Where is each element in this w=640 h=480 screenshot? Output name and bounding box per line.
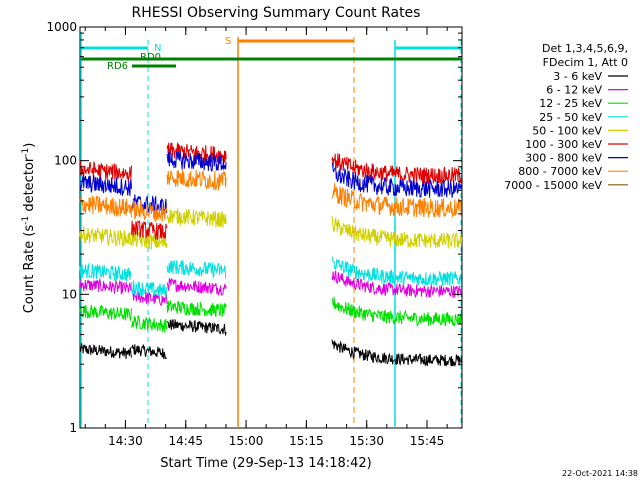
x-tick-label: 15:45 xyxy=(410,434,445,448)
series-line xyxy=(79,319,463,367)
x-tick-label: 15:15 xyxy=(289,434,324,448)
x-tick-label: 14:45 xyxy=(168,434,203,448)
legend-label: 7000 - 15000 keV xyxy=(504,179,602,192)
legend-label: 800 - 7000 keV xyxy=(518,165,602,178)
legend-label: 25 - 50 keV xyxy=(539,111,602,124)
series-layer xyxy=(79,142,463,367)
rd6-label: RD6 xyxy=(107,61,128,72)
axis-layer: 1 10 100 1000 14:30 14:45 15:00 15:15 15:30 15:45 xyxy=(46,20,462,448)
y-tick-label: 1000 xyxy=(46,20,77,34)
legend-label: 50 - 100 keV xyxy=(532,124,602,137)
y-tick-label: 1 xyxy=(69,421,77,435)
night-label: N xyxy=(154,43,161,54)
series-line xyxy=(79,169,462,223)
x-axis-label: Start Time (29-Sep-13 14:18:42) xyxy=(160,456,371,471)
plot-frame xyxy=(79,26,463,429)
y-tick-label: 10 xyxy=(62,287,77,301)
x-tick-label: 14:30 xyxy=(108,434,143,448)
y-axis-label: Count Rate (s-1 detector-1) xyxy=(21,143,37,314)
series-line xyxy=(79,296,463,333)
y-tick-label: 100 xyxy=(54,154,77,168)
series-line xyxy=(79,150,463,216)
saa-label: S xyxy=(225,36,231,47)
x-tick-label: 15:00 xyxy=(229,434,264,448)
legend-header-line-1: Det 1,3,4,5,6,9, xyxy=(542,42,628,55)
legend-label: 3 - 6 keV xyxy=(553,70,602,83)
legend-label: 100 - 300 keV xyxy=(525,138,602,151)
series-line xyxy=(79,270,463,306)
legend-label: 12 - 25 keV xyxy=(539,97,602,110)
chart-title: RHESSI Observing Summary Count Rates xyxy=(132,5,421,21)
x-tick-label: 15:30 xyxy=(349,434,384,448)
series-line xyxy=(79,208,463,250)
series-line xyxy=(79,142,463,240)
legend-label: 6 - 12 keV xyxy=(546,84,602,97)
legend: Det 1,3,4,5,6,9, FDecim 1, Att 0 3 - 6 k… xyxy=(504,42,628,192)
legend-label: 300 - 800 keV xyxy=(525,152,602,165)
legend-header-line-2: FDecim 1, Att 0 xyxy=(543,56,628,69)
series-line xyxy=(79,256,463,299)
rd0-label: RD0 xyxy=(140,52,161,63)
generation-timestamp: 22-Oct-2021 14:38 xyxy=(562,469,638,478)
